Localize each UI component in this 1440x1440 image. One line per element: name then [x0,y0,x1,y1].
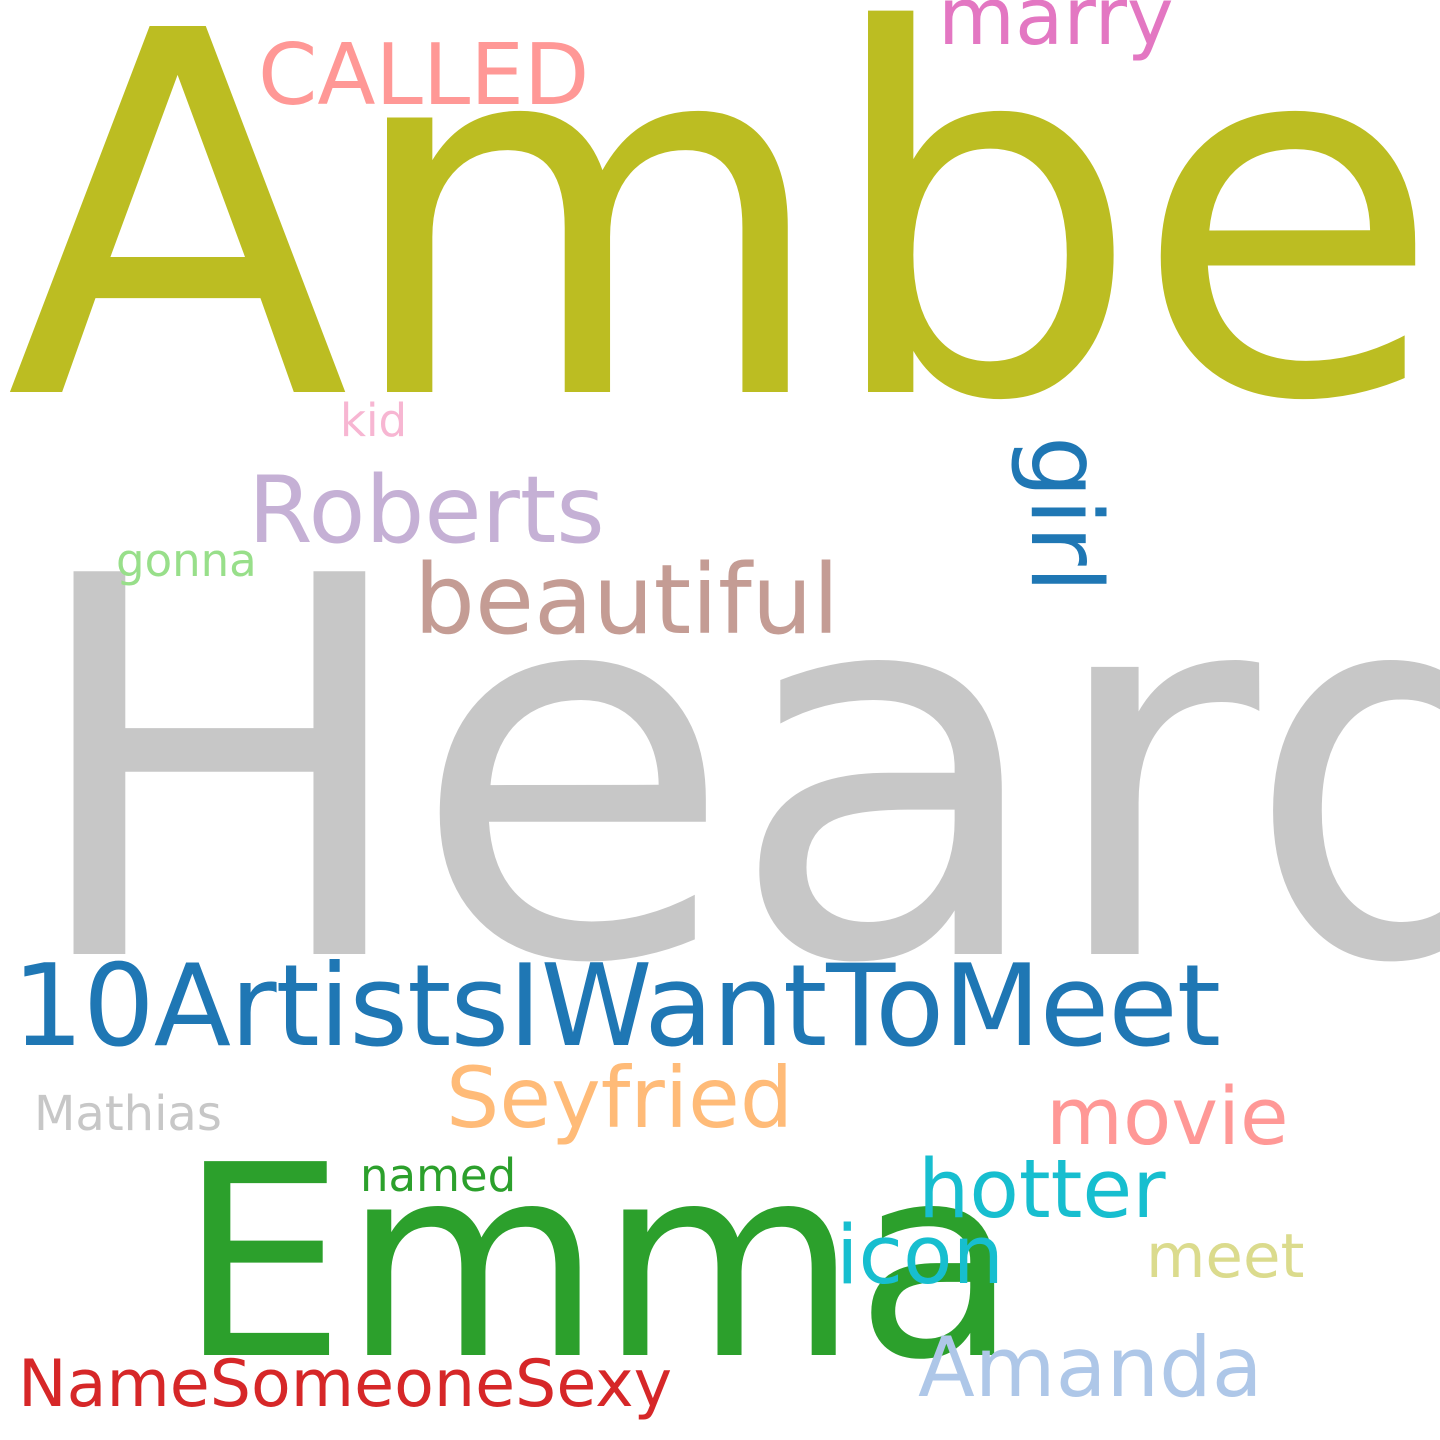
word-amber: Amber [6,0,1440,511]
word-kid: kid [340,394,408,447]
word-10artistsiwanttomeet: 10ArtistsIWantToMeet [12,940,1221,1072]
word-called: CALLED [258,26,590,125]
word-marry: marry [938,0,1174,63]
word-girl: girl [1008,436,1122,593]
word-amanda: Amanda [918,1319,1263,1416]
word-movie: movie [1046,1071,1289,1163]
word-gonna: gonna [116,534,257,587]
word-heard: Heard [22,467,1440,1078]
word-hotter: hotter [918,1143,1166,1237]
word-roberts: Roberts [248,456,605,564]
word-seyfried: Seyfried [446,1049,794,1147]
word-mathias: Mathias [34,1086,222,1142]
word-namesomeonesexy: NameSomeoneSexy [18,1347,673,1422]
word-meet: meet [1146,1221,1305,1292]
word-icon: icon [836,1209,1004,1303]
word-named: named [360,1149,517,1202]
word-beautiful: beautiful [414,544,840,656]
word-emma: Emma [178,1108,1018,1418]
